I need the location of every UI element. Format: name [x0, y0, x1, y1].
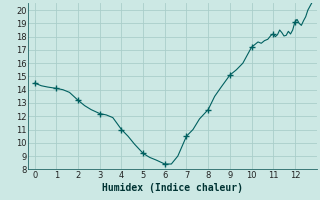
X-axis label: Humidex (Indice chaleur): Humidex (Indice chaleur)	[102, 182, 243, 193]
